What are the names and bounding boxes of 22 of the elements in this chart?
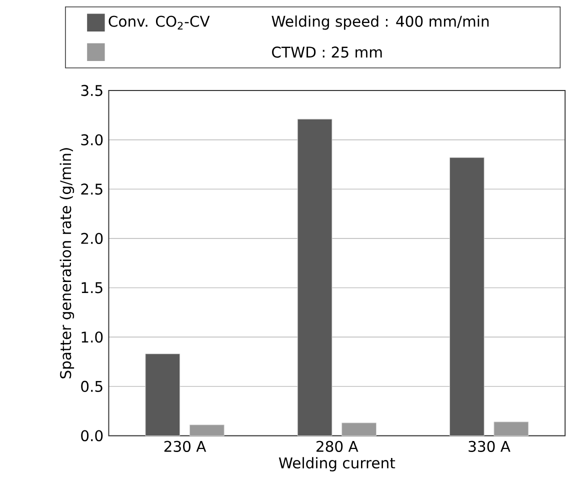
y-tick-label: 2.0 [81,232,103,244]
x-tick-label: 330 A [468,440,510,452]
text: Welding speed : 400 mm/min [272,16,489,30]
x-axis-title: Welding current [278,457,396,472]
y-tick-label: 3.5 [81,84,102,96]
y-tick-label: 2.5 [81,184,102,195]
y-tick-label: 1.0 [82,332,103,343]
y-tick-label: 0.0 [81,430,103,442]
y-tick-label: 1.5 [82,282,102,294]
y-axis-title: Spatter generation rate (g/min) [60,148,74,378]
y-tick-label: 0.5 [81,380,102,392]
x-tick-label: 230 A [164,440,206,452]
text: CTWD : 25 mm [272,46,382,58]
bar [494,422,529,436]
bar [189,424,224,436]
bar [342,422,377,436]
legend-label: Conv. CO$_{2}$-CV [108,16,210,30]
bar [297,118,332,436]
y-tick-label: 3.0 [81,134,103,146]
bar [449,157,484,436]
bar [145,354,180,436]
x-tick-label: 280 A [316,440,358,452]
